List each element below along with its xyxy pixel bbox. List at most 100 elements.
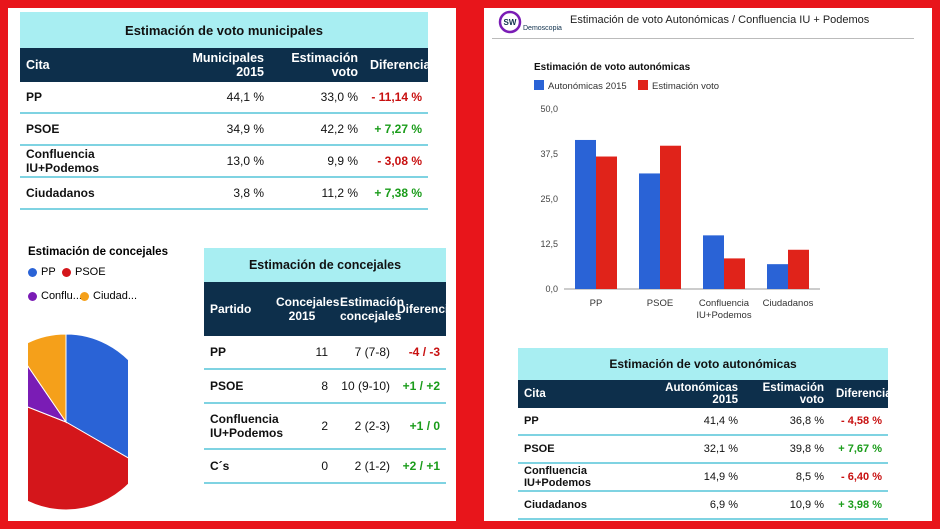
value-cell: 32,1 % [654, 435, 744, 464]
value-cell: 11,2 % [270, 177, 364, 210]
pie-chart [28, 333, 128, 511]
value-cell: 33,0 % [270, 82, 364, 114]
pie-title: Estimación de concejales [28, 246, 168, 258]
table-row: PSOE 34,9 % 42,2 % + 7,27 % [20, 113, 429, 146]
x-tick-label: Ciudadanos [763, 298, 814, 309]
column-header: Cita [20, 48, 170, 82]
difference-cell: +2 / +1 [396, 449, 447, 484]
party-cell: PSOE [518, 435, 654, 464]
x-tick-label: IU+Podemos [696, 310, 751, 321]
chart-title: Estimación de voto autonómicas [534, 62, 691, 73]
value-cell: 10,9 % [744, 491, 830, 520]
legend-label: PP [41, 266, 56, 278]
legend-label: Autonómicas 2015 [548, 81, 627, 92]
legend-swatch [28, 267, 37, 277]
table-row: Confluencia IU+Podemos 2 2 (2-3) +1 / 0 [204, 403, 447, 450]
y-tick-label: 0,0 [545, 284, 558, 294]
column-header: Diferencia [364, 48, 430, 82]
legend-label: Conflu... [41, 290, 82, 302]
value-cell: 7 (7-8) [334, 336, 396, 370]
column-header: Estimación concejales [334, 282, 404, 336]
value-cell: 41,4 % [654, 408, 744, 436]
table-row: Ciudadanos 6,9 % 10,9 % + 3,98 % [518, 491, 888, 520]
table-row: Ciudadanos 3,8 % 11,2 % + 7,38 % [20, 177, 429, 210]
value-cell: 2 (2-3) [334, 403, 396, 450]
legend-swatch [28, 291, 37, 301]
difference-cell: -4 / -3 [396, 336, 447, 370]
party-cell: PP [204, 336, 270, 370]
legend-label: PSOE [75, 266, 106, 278]
legend-item: Conflu... [28, 290, 82, 302]
value-cell: 2 (1-2) [334, 449, 396, 484]
brand-name: Demoscopia [523, 25, 562, 32]
value-cell: 0 [270, 449, 334, 484]
column-header: Diferencia [830, 380, 892, 408]
bar [788, 249, 809, 289]
value-cell: 10 (9-10) [334, 369, 396, 404]
page-title: Estimación de voto Autonómicas / Conflue… [570, 14, 870, 26]
municipal-vote-table: Estimación de voto municipales Cita Muni… [20, 12, 430, 210]
party-cell: PP [518, 408, 654, 436]
value-cell: 44,1 % [170, 82, 270, 114]
difference-cell: - 3,08 % [364, 145, 429, 178]
difference-cell: - 11,14 % [364, 82, 429, 114]
legend-item: PSOE [62, 266, 106, 278]
value-cell: 3,8 % [170, 177, 270, 210]
value-cell: 11 [270, 336, 334, 370]
value-cell: 9,9 % [270, 145, 364, 178]
difference-cell: + 7,67 % [830, 435, 888, 464]
bar [639, 173, 660, 289]
column-header: Cita [518, 380, 654, 408]
value-cell: 8 [270, 369, 334, 404]
party-cell: PP [20, 82, 170, 114]
councillors-table: Estimación de concejales Partido Conceja… [204, 248, 455, 484]
table-row: Confluencia IU+Podemos 13,0 % 9,9 % - 3,… [20, 145, 429, 178]
x-tick-label: Confluencia [699, 298, 750, 309]
column-header: Municipales 2015 [170, 48, 270, 82]
table-title: Estimación de concejales [248, 258, 402, 272]
party-cell: Ciudadanos [20, 177, 170, 210]
difference-cell: - 4,58 % [830, 408, 888, 436]
bar [767, 264, 788, 289]
difference-cell: + 3,98 % [830, 491, 888, 520]
party-cell: Confluencia IU+Podemos [20, 145, 170, 178]
bar-chart: Estimación de voto autonómicas Autonómica… [534, 62, 820, 321]
table-row: C´s 0 2 (1-2) +2 / +1 [204, 449, 447, 484]
value-cell: 36,8 % [744, 408, 830, 436]
value-cell: 39,8 % [744, 435, 830, 464]
table-row: Confluencia IU+Podemos 14,9 % 8,5 % - 6,… [518, 463, 888, 492]
pie-slice [28, 406, 128, 511]
legend-item: PP [28, 266, 56, 278]
column-header: Partido [204, 282, 270, 336]
legend-swatch [62, 267, 71, 277]
table-row: PP 11 7 (7-8) -4 / -3 [204, 336, 447, 370]
left-panel: Estimación de voto municipales Cita Muni… [8, 8, 456, 521]
bar [575, 139, 596, 289]
table-row: PP 41,4 % 36,8 % - 4,58 % [518, 408, 888, 436]
legend-item: Ciudad... [80, 290, 137, 302]
legend-swatch [534, 80, 544, 90]
column-header: Autonómicas 2015 [654, 380, 744, 408]
difference-cell: + 7,38 % [364, 177, 429, 210]
y-tick-label: 25,0 [540, 194, 558, 204]
y-tick-label: 12,5 [540, 239, 558, 249]
difference-cell: - 6,40 % [830, 463, 888, 492]
y-tick-label: 50,0 [540, 104, 558, 114]
pie-slice [65, 333, 128, 459]
value-cell: 13,0 % [170, 145, 270, 178]
regional-vote-table: Estimación de voto autonómicas Cita Auto… [518, 348, 892, 520]
bar [703, 235, 724, 289]
party-cell: PSOE [204, 369, 270, 404]
legend-swatch [80, 291, 89, 301]
column-header: Concejales 2015 [270, 282, 339, 336]
divider [492, 38, 914, 39]
value-cell: 8,5 % [744, 463, 830, 492]
bar [596, 156, 617, 289]
bar [660, 145, 681, 289]
value-cell: 2 [270, 403, 334, 450]
column-header: Diferencia [396, 282, 455, 336]
table-title: Estimación de voto municipales [125, 22, 323, 38]
table-row: PSOE 8 10 (9-10) +1 / +2 [204, 369, 447, 404]
y-tick-label: 37,5 [540, 149, 558, 159]
legend-label: Estimación voto [652, 81, 719, 92]
